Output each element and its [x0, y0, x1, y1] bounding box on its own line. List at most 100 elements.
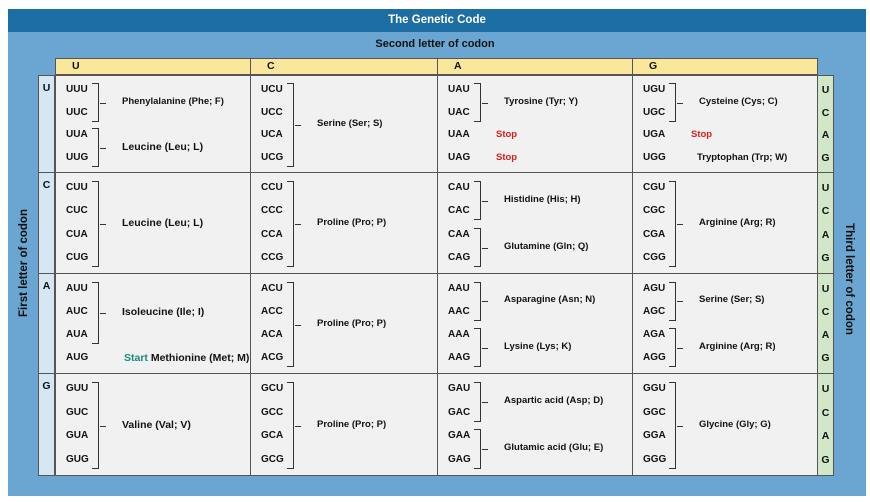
codon-group-tick [100, 312, 106, 314]
amino-acid-label: Glycine (Gly; G) [699, 418, 771, 430]
amino-acid-label: Proline (Pro; P) [317, 317, 387, 329]
codon-ccu: CCU [261, 181, 283, 193]
codon-group-bracket [669, 281, 676, 321]
codon-group-tick [482, 200, 488, 202]
codon-uac: UAC [448, 106, 470, 118]
codon-aca: ACA [261, 329, 283, 341]
codon-gag: GAG [448, 454, 471, 466]
codon-group-tick [100, 425, 106, 427]
second-letter-header-u: U [55, 58, 251, 75]
codon-group-tick [482, 102, 488, 104]
third-letter-g: G [821, 252, 830, 265]
third-letter-c: C [821, 106, 830, 119]
third-letter-a: A [821, 329, 830, 342]
cell-gg: GGU GGC GGA GGG Glycine (Gly; G) [632, 373, 818, 476]
amino-acid-name: Methionine (Met; M) [150, 352, 250, 365]
codon-uau: UAU [448, 84, 470, 96]
codon-group-tick [295, 324, 301, 326]
amino-acid-label: Isoleucine (Ile; I) [122, 305, 205, 318]
codon-group-bracket [92, 381, 99, 470]
codon-group-bracket [474, 227, 481, 268]
amino-acid-label: Arginine (Arg; R) [699, 217, 776, 228]
third-letter-c: C [821, 406, 830, 419]
amino-acid-label: Lysine (Lys; K) [504, 340, 572, 352]
codon-group-tick [677, 102, 683, 104]
amino-acid-label: Aspartic acid (Asp; D) [504, 394, 604, 406]
codon-group-bracket [474, 328, 481, 368]
cell-cu: CUU CUC CUA CUG Leucine (Leu; L) [55, 172, 251, 274]
amino-acid-label: Leucine (Leu; L) [122, 140, 204, 153]
codon-group-tick [482, 301, 488, 303]
codon-group-bracket [287, 381, 294, 470]
codon-auc: AUC [66, 305, 88, 317]
codon-gcc: GCC [261, 406, 284, 418]
amino-acid-label: Leucine (Leu; L) [122, 217, 204, 229]
third-letter-c: C [821, 305, 830, 318]
codon-gaa: GAA [448, 430, 471, 442]
codon-ugc: UGC [643, 106, 666, 118]
codon-cgc: CGC [643, 205, 666, 217]
codon-cuu: CUU [66, 181, 88, 193]
second-letter-header-a: A [437, 58, 633, 75]
codon-group-tick [100, 224, 106, 225]
amino-acid-label: Proline (Pro; P) [317, 418, 387, 430]
third-letter-g: G [821, 454, 830, 467]
amino-acid-label: Serine (Ser; S) [699, 294, 765, 306]
third-letter-u: U [821, 181, 830, 194]
codon-group-tick [482, 347, 488, 349]
codon-gca: GCA [261, 430, 284, 442]
codon-aaa: AAA [448, 329, 470, 341]
codon-gua: GUA [66, 430, 89, 442]
codon-gcg: GCG [261, 454, 284, 466]
cell-ua: UAU UAC UAA UAG Tyrosine (Tyr; Y) Stop Stop [437, 75, 633, 173]
cell-ga: GAU GAC GAA GAG Aspartic acid (Asp; D) Glutam… [437, 373, 633, 476]
cell-cc: CCU CCC CCA CCG Proline (Pro; P) [250, 172, 438, 274]
codon-group-bracket [474, 381, 481, 422]
codon-cuc: CUC [66, 205, 88, 217]
third-letter-u: U [821, 84, 830, 97]
codon-ccg: CCG [261, 252, 284, 264]
codon-group-bracket [474, 83, 481, 122]
third-letter-u: U [821, 282, 830, 295]
codon-uuc: UUC [66, 106, 88, 118]
codon-aug: AUG [66, 352, 89, 364]
codon-acg: ACG [261, 352, 284, 364]
codon-ggc: GGC [643, 406, 666, 418]
codon-cgg: CGG [643, 252, 666, 264]
cell-gu: GUU GUC GUA GUG Valine (Val; V) [55, 373, 251, 476]
codon-agu: AGU [643, 282, 666, 294]
codon-aag: AAG [448, 352, 471, 364]
amino-acid-label: Tyrosine (Tyr; Y) [504, 95, 578, 107]
codon-aua: AUA [66, 329, 88, 341]
third-letter-g: G [821, 352, 830, 365]
cell-gc: GCU GCC GCA GCG Proline (Pro; P) [250, 373, 438, 476]
amino-acid-label: Stop [496, 151, 518, 163]
amino-acid-label: Proline (Pro; P) [317, 217, 387, 228]
codon-group-tick [482, 449, 488, 451]
codon-group-tick [295, 425, 301, 427]
codon-group-tick [677, 425, 683, 427]
second-letter-header-c: C [250, 58, 438, 75]
codon-group-bracket [474, 429, 481, 470]
codon-aga: AGA [643, 329, 666, 341]
cell-ag: AGU AGC AGA AGG Serine (Ser; S) Arginine (Arg… [632, 273, 818, 374]
codon-uua: UUA [66, 129, 88, 141]
amino-acid-label: Phenylalanine (Phe; F) [122, 95, 224, 107]
codon-acc: ACC [261, 305, 283, 317]
codon-group-bracket [287, 83, 294, 167]
amino-acid-label: Glutamic acid (Glu; E) [504, 442, 604, 454]
codon-group-tick [295, 125, 301, 126]
codon-group-tick [482, 247, 488, 249]
codon-uag: UAG [448, 151, 471, 163]
codon-ugg: UGG [643, 151, 666, 163]
codon-group-bracket [669, 180, 676, 268]
codon-ucu: UCU [261, 84, 283, 96]
codon-cug: CUG [66, 252, 89, 264]
cell-ca: CAU CAC CAA CAG Histidine (His; H) Glutamine … [437, 172, 633, 274]
codon-group-tick [100, 147, 106, 149]
cell-aa: AAU AAC AAA AAG Asparagine (Asn; N) Lysine (L… [437, 273, 633, 374]
codon-cca: CCA [261, 228, 283, 240]
third-letter-c: C [821, 205, 830, 218]
